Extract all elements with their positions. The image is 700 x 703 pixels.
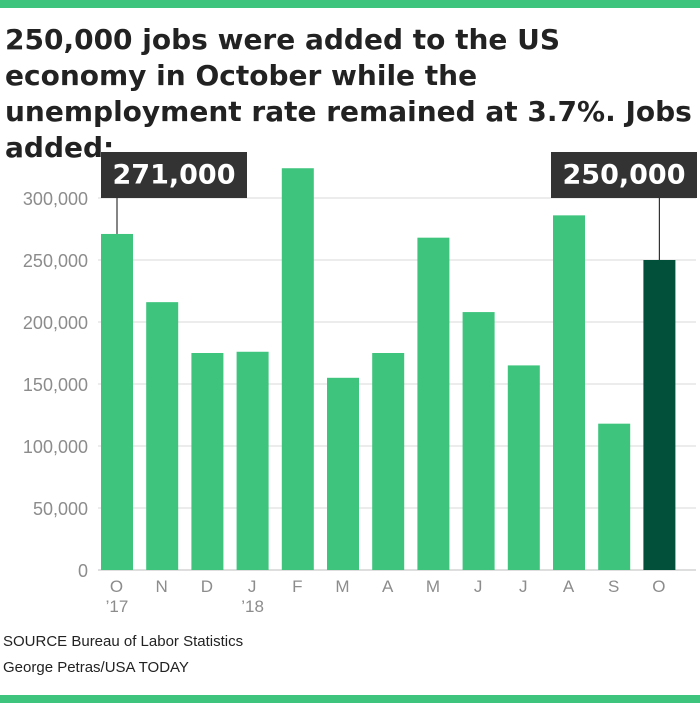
x-year-label: ’17: [106, 597, 129, 616]
x-tick-label: D: [201, 577, 214, 596]
x-tick-label: J: [248, 577, 258, 596]
x-year-label: ’18: [241, 597, 264, 616]
bar: [372, 353, 405, 570]
bar: [191, 353, 224, 570]
y-tick-label: 150,000: [23, 375, 88, 395]
x-tick-label: F: [292, 577, 303, 596]
x-tick-label: J: [474, 577, 484, 596]
callout-label: 250,000: [563, 160, 686, 191]
y-tick-label: 250,000: [23, 251, 88, 271]
x-tick-label: A: [382, 577, 394, 596]
bar: [146, 302, 179, 570]
bar: [236, 351, 269, 570]
bar: [598, 423, 631, 570]
y-tick-label: 50,000: [33, 499, 88, 519]
bar-chart: 0 50,000 100,000 150,000 200,000 250,000 300,0…: [23, 152, 697, 616]
x-tick-label: N: [156, 577, 169, 596]
bar: [507, 365, 540, 570]
chart-title: 250,000 jobs were added to the US econom…: [5, 23, 692, 164]
callout-box: [101, 152, 247, 198]
bottom-accent-bar: [0, 695, 700, 703]
x-tick-label: S: [608, 577, 620, 596]
x-tick-label: O: [652, 577, 666, 596]
credit-line: George Petras/USA TODAY: [3, 659, 189, 676]
x-tick-label: M: [426, 577, 441, 596]
x-tick-label: J: [519, 577, 529, 596]
bar: [553, 215, 585, 571]
source-line: SOURCE Bureau of Labor Statistics: [3, 633, 244, 650]
y-tick-label: 300,000: [23, 189, 88, 209]
bar: [281, 168, 314, 571]
x-tick-label: O: [110, 577, 124, 596]
top-accent-bar: [0, 0, 700, 8]
x-tick-label: M: [335, 577, 350, 596]
bar: [101, 233, 133, 570]
bar: [643, 260, 676, 570]
bar: [327, 377, 359, 570]
callout-box: [551, 152, 697, 198]
y-tick-label: 0: [78, 561, 88, 581]
callout-label: 271,000: [113, 160, 236, 191]
source-note: SOURCE Bureau of Labor Statistics George…: [3, 629, 243, 681]
bar: [417, 237, 450, 570]
y-tick-label: 100,000: [23, 437, 88, 457]
y-tick-label: 200,000: [23, 313, 88, 333]
bar: [462, 312, 495, 570]
x-tick-label: A: [563, 577, 575, 596]
